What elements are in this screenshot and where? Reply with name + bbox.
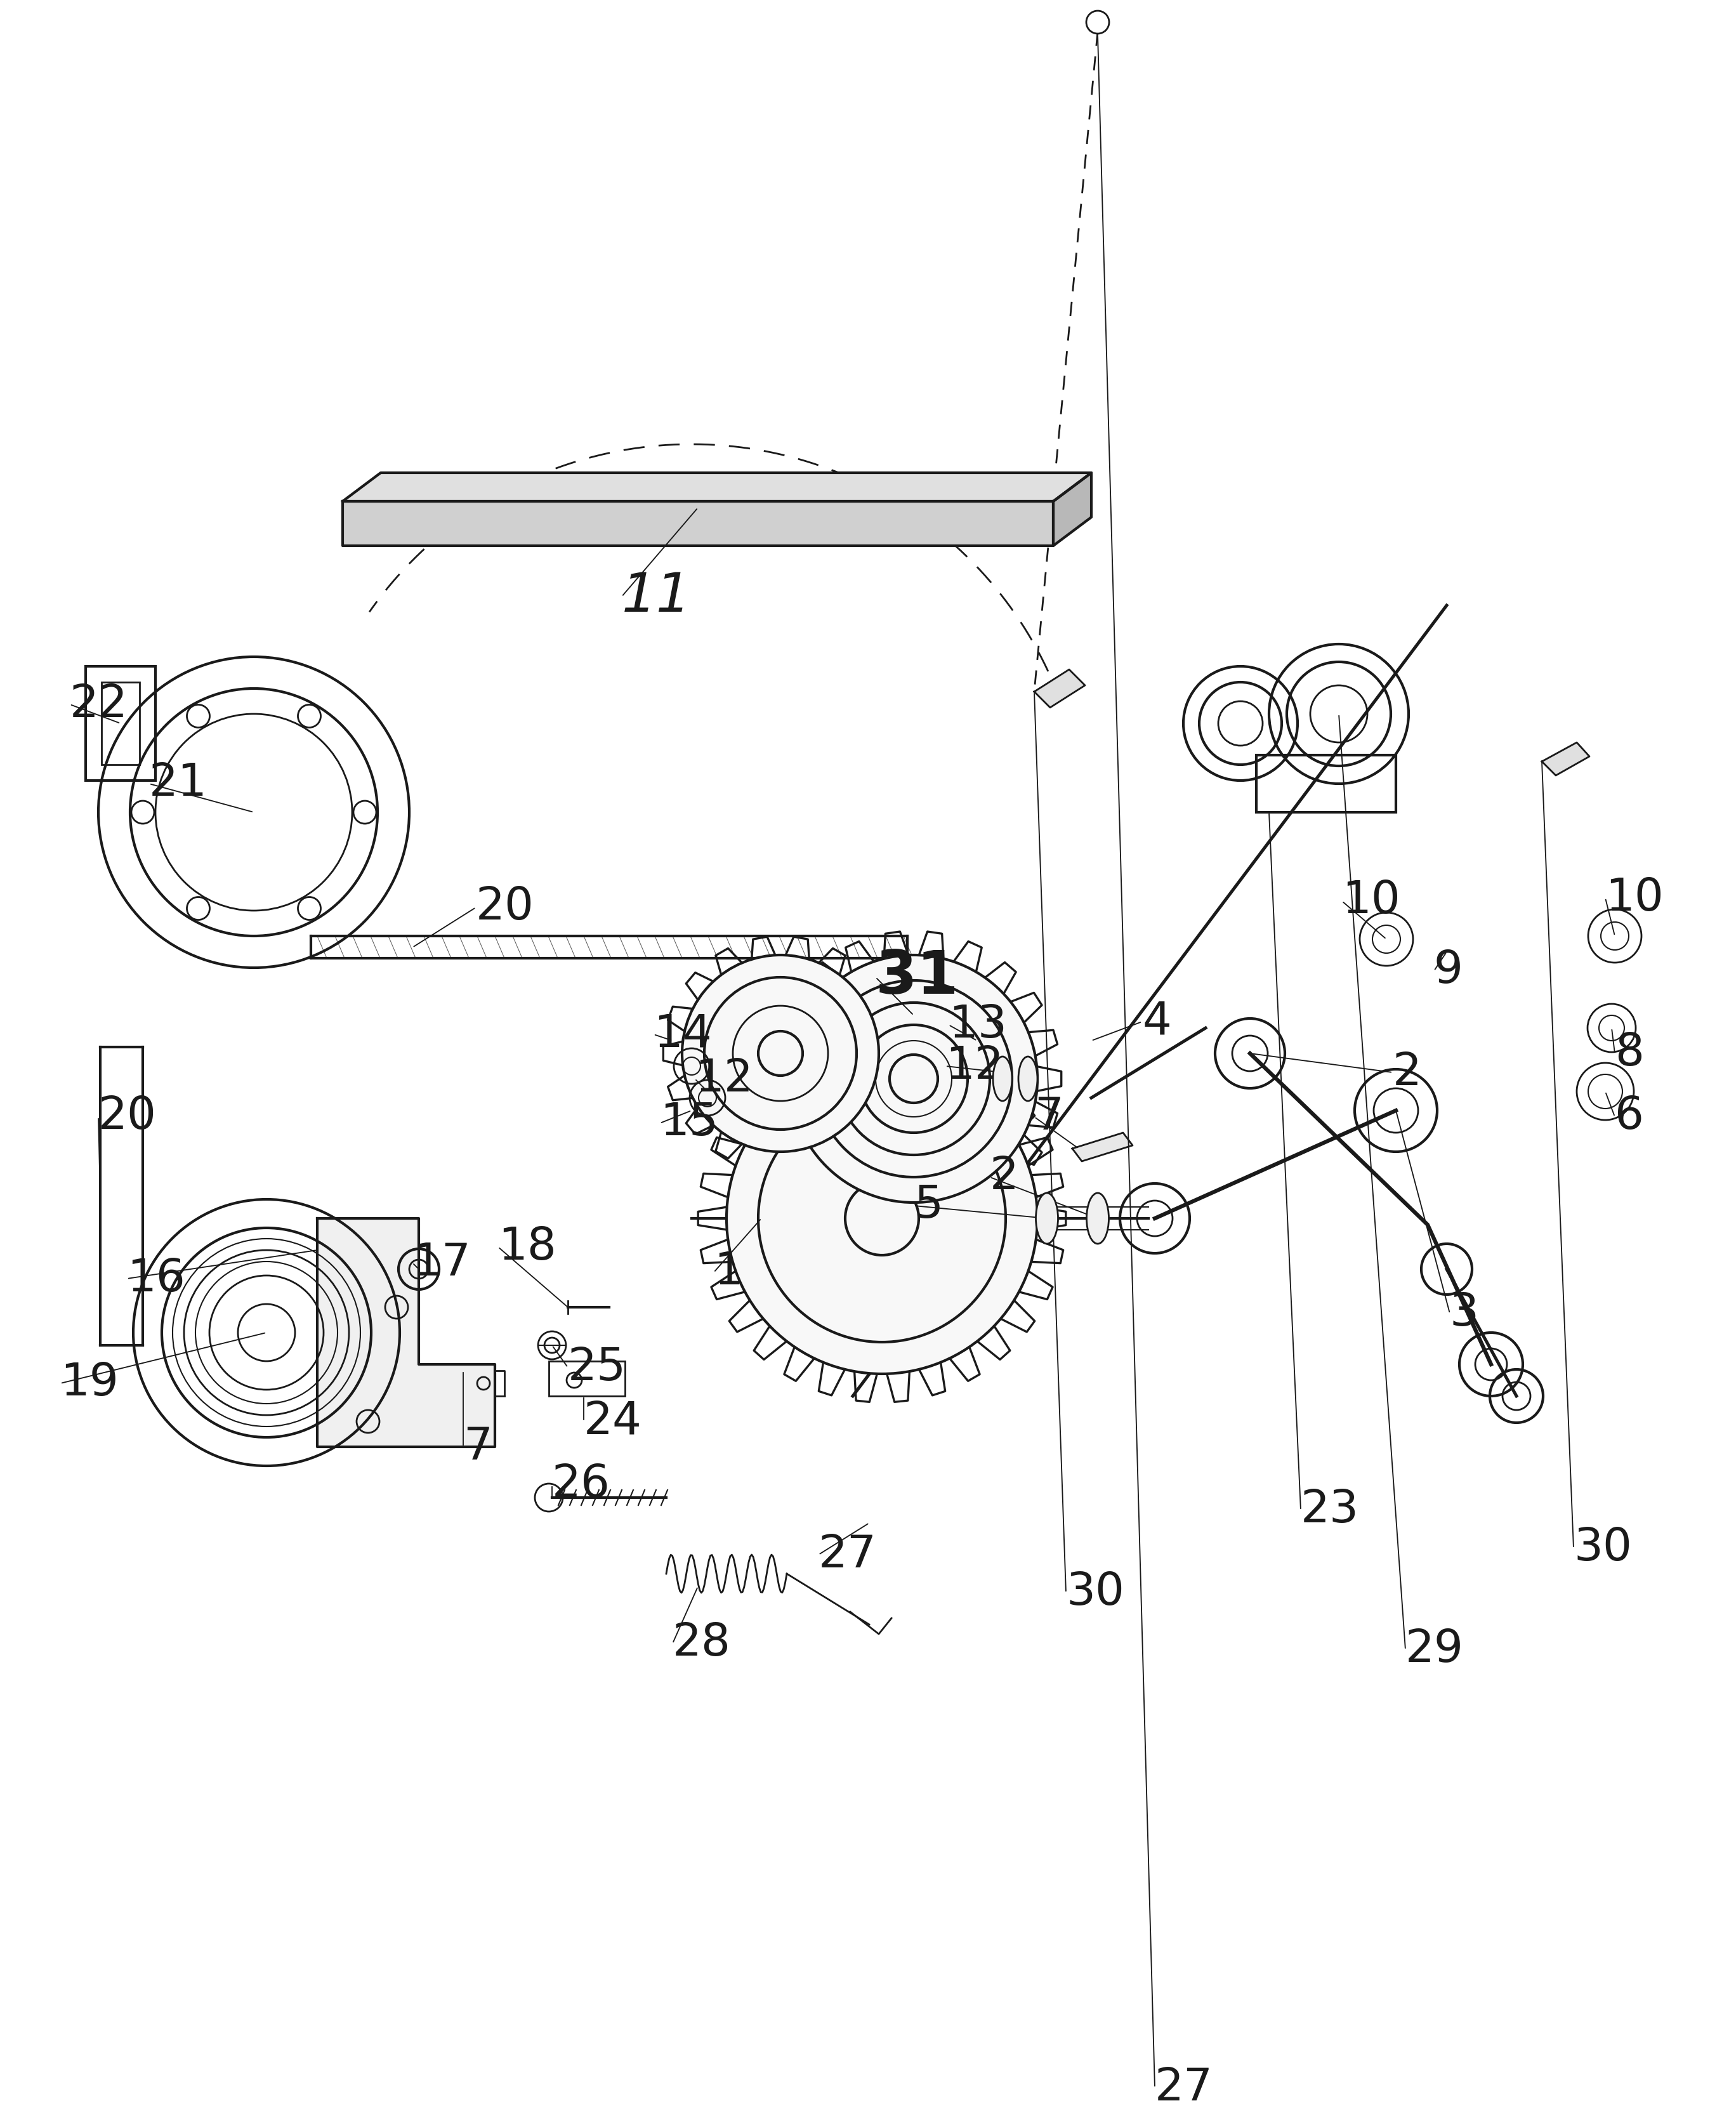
Text: 14: 14 <box>653 1012 712 1057</box>
Text: 4: 4 <box>1142 999 1172 1044</box>
Text: 8: 8 <box>1614 1031 1644 1076</box>
Polygon shape <box>318 1218 495 1447</box>
Text: 10: 10 <box>1606 876 1663 919</box>
Text: 17: 17 <box>413 1241 470 1284</box>
Polygon shape <box>1073 1133 1132 1161</box>
Ellipse shape <box>1087 1193 1109 1243</box>
Text: 12: 12 <box>694 1057 753 1101</box>
Ellipse shape <box>1036 1193 1057 1243</box>
Text: 20: 20 <box>476 885 535 929</box>
Text: 19: 19 <box>61 1362 118 1405</box>
Bar <box>101 681 139 764</box>
Text: 11: 11 <box>621 571 691 624</box>
Text: 2: 2 <box>1392 1050 1422 1095</box>
Text: 22: 22 <box>69 683 128 726</box>
Polygon shape <box>342 501 1054 545</box>
Circle shape <box>726 1063 1038 1373</box>
Text: 28: 28 <box>672 1621 731 1666</box>
Text: 25: 25 <box>568 1345 627 1390</box>
Text: 5: 5 <box>913 1184 943 1227</box>
Circle shape <box>682 955 878 1152</box>
Text: 2: 2 <box>990 1154 1019 1199</box>
Bar <box>549 1360 625 1396</box>
Text: 16: 16 <box>127 1256 186 1301</box>
Text: 29: 29 <box>1406 1628 1463 1672</box>
Text: 6: 6 <box>1614 1095 1644 1140</box>
Text: 30: 30 <box>1573 1526 1632 1570</box>
Ellipse shape <box>993 1057 1012 1101</box>
Text: 15: 15 <box>660 1101 719 1146</box>
Polygon shape <box>1542 743 1590 775</box>
Text: 20: 20 <box>99 1095 156 1140</box>
Text: 7: 7 <box>1035 1095 1064 1140</box>
Text: 24: 24 <box>583 1401 642 1443</box>
Text: 10: 10 <box>1342 879 1401 923</box>
Polygon shape <box>1054 473 1092 545</box>
Text: 18: 18 <box>498 1224 556 1269</box>
Text: 27: 27 <box>1154 2067 1213 2109</box>
Circle shape <box>1087 11 1109 34</box>
Text: 30: 30 <box>1066 1570 1125 1615</box>
Text: 26: 26 <box>552 1462 611 1507</box>
Text: 1: 1 <box>713 1250 743 1294</box>
Text: 21: 21 <box>149 762 207 806</box>
Text: 31: 31 <box>875 949 958 1006</box>
Text: 27: 27 <box>818 1532 877 1577</box>
Polygon shape <box>342 473 1092 501</box>
Text: 13: 13 <box>948 1004 1007 1046</box>
Bar <box>85 666 156 781</box>
Text: 3: 3 <box>1450 1292 1479 1335</box>
Bar <box>1257 755 1396 813</box>
Circle shape <box>790 955 1038 1203</box>
Ellipse shape <box>1019 1057 1038 1101</box>
Text: 23: 23 <box>1300 1488 1359 1532</box>
Text: 7: 7 <box>464 1426 493 1468</box>
Text: 12: 12 <box>946 1044 1003 1089</box>
Polygon shape <box>1035 668 1085 707</box>
Text: 9: 9 <box>1434 949 1463 993</box>
